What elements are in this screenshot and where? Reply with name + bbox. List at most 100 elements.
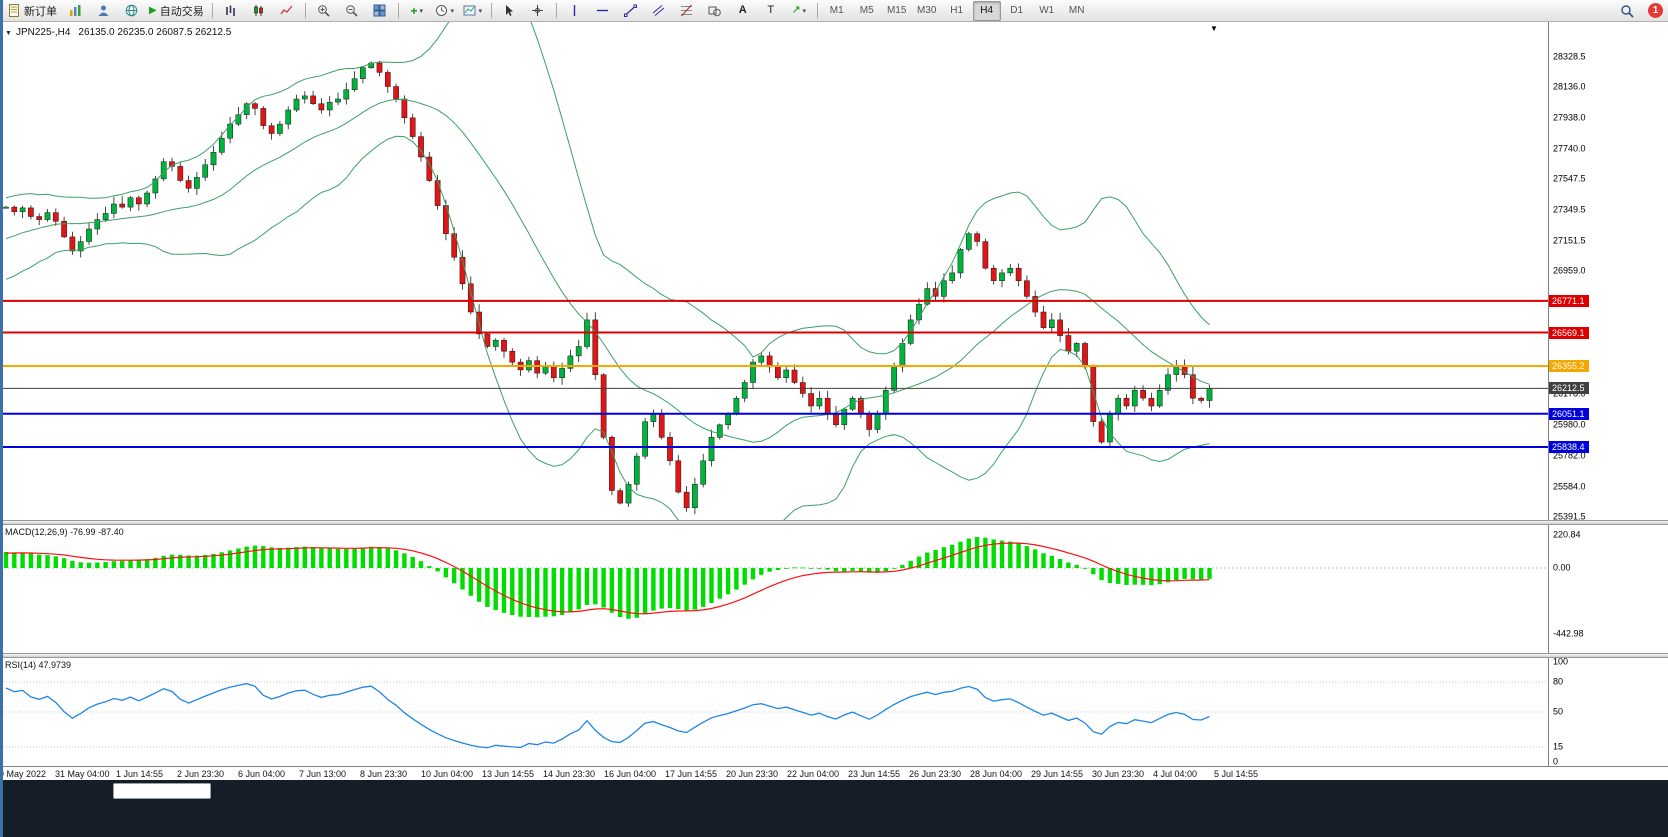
macd-canvas[interactable] [0, 525, 1548, 653]
rsi-canvas[interactable] [0, 658, 1548, 766]
rsi-axis-label: 50 [1553, 706, 1564, 717]
price-badge-26771.1: 26771.1 [1549, 294, 1589, 307]
trendline-button[interactable] [618, 1, 644, 21]
text-label-button[interactable]: T [767, 4, 775, 16]
autotrading-button[interactable]: ▶ 自动交易 [149, 4, 204, 18]
timeframe-m5-button[interactable]: M5 [859, 5, 874, 16]
market-watch-button[interactable] [118, 1, 144, 21]
timeframe-m15-button[interactable]: M15 [886, 5, 907, 16]
one-click-trading-toggle[interactable]: ▼ [5, 30, 12, 37]
price-axis-label: 26959.0 [1553, 265, 1586, 276]
panel-splitter-2[interactable] [0, 653, 1668, 658]
toolbar-separator [816, 3, 818, 18]
templates-button[interactable]: ▾ [460, 1, 486, 21]
time-axis-label: 30 Jun 23:30 [1092, 769, 1145, 779]
horizontal-line-button[interactable] [590, 1, 616, 21]
timeframe-mn-button[interactable]: MN [1068, 5, 1085, 16]
time-axis-label: 6 Jun 04:00 [238, 769, 286, 779]
bollinger-bands-layer [5, 22, 1210, 520]
line-chart-button[interactable] [274, 1, 300, 21]
price-axis-label: 27938.0 [1553, 112, 1586, 123]
price-axis-label: 28328.5 [1553, 51, 1586, 62]
time-axis-label: 8 Jun 23:30 [360, 769, 408, 779]
timeframe-d1-button[interactable]: D1 [1010, 5, 1024, 16]
zoom-out-button[interactable] [339, 1, 365, 21]
zoom-in-button[interactable] [311, 1, 337, 21]
toolbar-separator [490, 3, 492, 18]
price-axis-label: 27740.0 [1553, 143, 1586, 154]
timeframe-m1-button[interactable]: M1 [829, 5, 844, 16]
price-axis-label: 27151.5 [1553, 235, 1586, 246]
time-axis-label: 5 Jul 14:55 [1214, 769, 1259, 779]
window-border-left [0, 0, 3, 837]
periods-button-dropdown-caret[interactable]: ▾ [450, 7, 454, 15]
periods-button[interactable]: ▾ [432, 1, 458, 21]
time-axis-label: 2 Jun 23:30 [177, 769, 225, 779]
search-button[interactable] [1614, 1, 1640, 21]
time-axis-label: 22 Jun 04:00 [787, 769, 840, 779]
templates-button-dropdown-caret[interactable]: ▾ [478, 7, 482, 15]
indicators-button[interactable]: + ▾ [410, 3, 423, 18]
chart-symbol-label: JPN225-,H4 [15, 27, 71, 38]
timeframe-h1-button[interactable]: H1 [950, 5, 964, 16]
fibonacci-button[interactable] [674, 1, 700, 21]
time-axis-label: 13 Jun 14:55 [482, 769, 535, 779]
price-axis-label: 27547.5 [1553, 173, 1586, 184]
arrows-button-dropdown-caret[interactable]: ▾ [802, 7, 807, 15]
timeframe-h4-button[interactable]: H4 [972, 0, 1001, 21]
rsi-axis-label: 15 [1553, 741, 1564, 752]
equidistant-channel-button[interactable] [646, 1, 672, 21]
rsi-axis-label: 80 [1553, 676, 1564, 687]
chart-title: ▼ JPN225-,H4 26135.0 26235.0 26087.5 26212… [5, 27, 231, 38]
time-axis-label: 7 Jun 13:00 [299, 769, 347, 779]
rsi-line [5, 682, 1210, 749]
time-axis: 29 May 2022 31 May 04:00 1 Jun 14:55 2 Jun … [0, 766, 1668, 781]
autotrading-button-label: 自动交易 [159, 5, 204, 18]
time-axis-label: 14 Jun 23:30 [543, 769, 596, 779]
cursor-button[interactable] [497, 1, 523, 21]
toolbar-separator [211, 3, 213, 18]
panel-splitter-1[interactable] [0, 520, 1668, 525]
new-order-button[interactable]: 新订单 [5, 1, 60, 21]
macd-axis-label: 0.00 [1553, 562, 1571, 573]
shapes-button[interactable] [702, 1, 728, 21]
text-button[interactable]: A [738, 4, 747, 16]
charts-button[interactable] [62, 1, 88, 21]
timeframe-m30-button[interactable]: M30 [916, 5, 937, 16]
price-badge-26212.5: 26212.5 [1549, 382, 1589, 395]
price-badge-26569.1: 26569.1 [1549, 326, 1589, 339]
main-toolbar: 新订单 ▶ 自动交易 + ▾ ▾ ▾ A T ↗ ▾ M1 M5 M15 M30 H1 H4 D1 W1 MN 1 [0, 0, 1668, 22]
price-chart-panel[interactable]: 28328.5 28136.0 27938.0 27740.0 27547.5 27349… [0, 22, 1668, 520]
macd-panel[interactable]: 220.84 0.00 -442.98 MACD(12,26,9) -76.99 -… [0, 525, 1668, 653]
price-axis-label: 25584.0 [1553, 481, 1586, 492]
time-axis-label: 29 Jun 14:55 [1031, 769, 1084, 779]
profiles-button[interactable] [90, 1, 116, 21]
timeframe-w1-button[interactable]: W1 [1039, 5, 1055, 16]
rsi-axis: 100 80 50 15 0 [1548, 658, 1668, 766]
time-axis-label: 29 May 2022 [0, 769, 47, 779]
time-axis-label: 26 Jun 23:30 [909, 769, 962, 779]
price-chart-canvas[interactable] [0, 22, 1548, 520]
time-axis-label: 31 May 04:00 [55, 769, 110, 779]
rsi-panel[interactable]: 100 80 50 15 0 RSI(14) 47.9739 [0, 658, 1668, 766]
price-axis-label: 25391.5 [1553, 511, 1586, 520]
macd-signal-line [5, 542, 1210, 615]
price-axis-label: 28136.0 [1553, 81, 1586, 92]
time-axis-label: 17 Jun 14:55 [665, 769, 718, 779]
crosshair-button[interactable] [525, 1, 551, 21]
chart-shift-marker[interactable]: ▼ [1210, 24, 1218, 33]
bar-chart-button[interactable] [218, 1, 244, 21]
time-axis-label: 20 Jun 23:30 [726, 769, 779, 779]
vertical-line-button[interactable] [562, 1, 588, 21]
bottom-dropdown[interactable] [113, 783, 211, 799]
tile-windows-button[interactable] [367, 1, 393, 21]
indicators-button-dropdown-caret[interactable]: ▾ [419, 7, 423, 15]
price-axis: 28328.5 28136.0 27938.0 27740.0 27547.5 27349… [1548, 22, 1668, 520]
notification-badge[interactable]: 1 [1648, 3, 1663, 18]
toolbar-separator [397, 3, 399, 18]
candlestick-chart-button[interactable] [246, 1, 272, 21]
price-badge-25838.4: 25838.4 [1549, 440, 1589, 453]
arrows-button[interactable]: ↗ ▾ [791, 4, 807, 16]
time-axis-label: 23 Jun 14:55 [848, 769, 901, 779]
